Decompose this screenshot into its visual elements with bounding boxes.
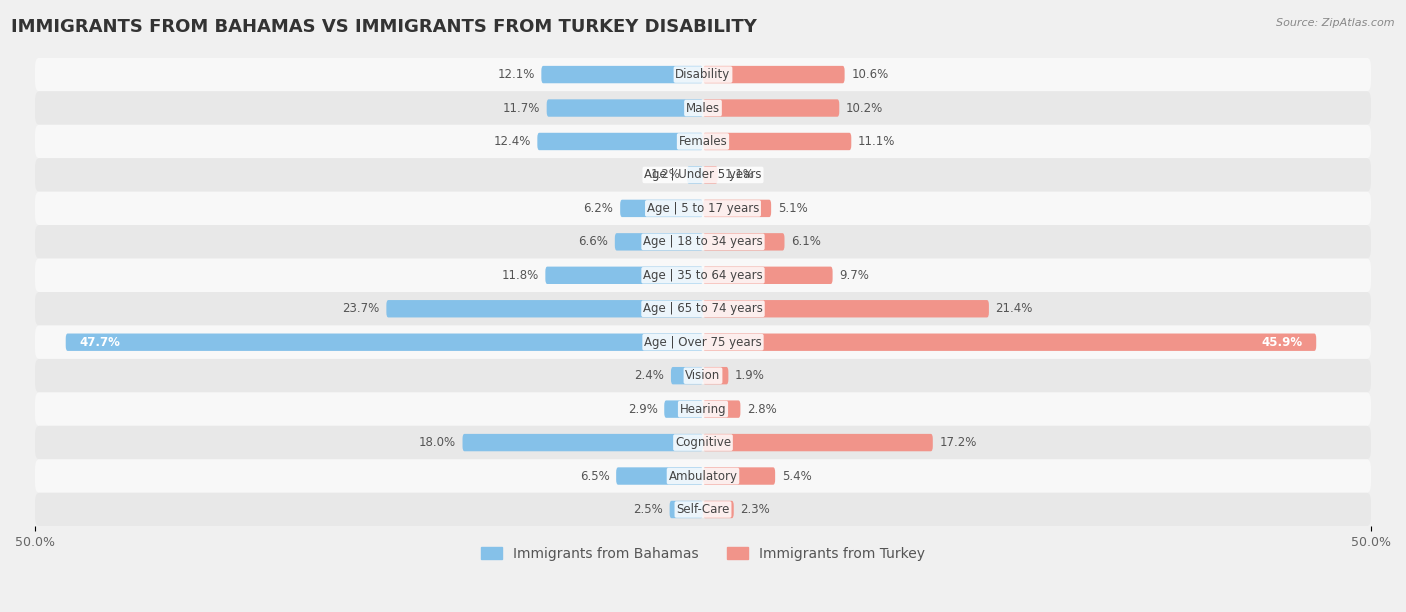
FancyBboxPatch shape [35, 292, 1371, 326]
FancyBboxPatch shape [664, 400, 703, 418]
Text: 2.4%: 2.4% [634, 369, 664, 382]
Text: 17.2%: 17.2% [939, 436, 977, 449]
Text: 10.2%: 10.2% [846, 102, 883, 114]
Text: 1.2%: 1.2% [651, 168, 681, 181]
Text: 18.0%: 18.0% [419, 436, 456, 449]
Text: 10.6%: 10.6% [851, 68, 889, 81]
FancyBboxPatch shape [671, 367, 703, 384]
Text: 2.8%: 2.8% [747, 403, 778, 416]
Text: Age | Under 5 years: Age | Under 5 years [644, 168, 762, 181]
Text: Age | 5 to 17 years: Age | 5 to 17 years [647, 202, 759, 215]
FancyBboxPatch shape [703, 133, 851, 150]
Text: 12.4%: 12.4% [494, 135, 530, 148]
Text: 12.1%: 12.1% [498, 68, 534, 81]
FancyBboxPatch shape [703, 300, 988, 318]
FancyBboxPatch shape [703, 200, 770, 217]
FancyBboxPatch shape [703, 434, 932, 451]
Text: 2.3%: 2.3% [741, 503, 770, 516]
FancyBboxPatch shape [35, 326, 1371, 359]
FancyBboxPatch shape [541, 66, 703, 83]
FancyBboxPatch shape [35, 460, 1371, 493]
FancyBboxPatch shape [537, 133, 703, 150]
Text: Vision: Vision [685, 369, 721, 382]
Text: 11.7%: 11.7% [502, 102, 540, 114]
Text: 2.9%: 2.9% [627, 403, 658, 416]
FancyBboxPatch shape [703, 468, 775, 485]
Text: 2.5%: 2.5% [633, 503, 662, 516]
Text: Females: Females [679, 135, 727, 148]
FancyBboxPatch shape [35, 392, 1371, 426]
Text: Self-Care: Self-Care [676, 503, 730, 516]
FancyBboxPatch shape [66, 334, 703, 351]
Legend: Immigrants from Bahamas, Immigrants from Turkey: Immigrants from Bahamas, Immigrants from… [475, 541, 931, 566]
Text: 47.7%: 47.7% [79, 336, 120, 349]
Text: IMMIGRANTS FROM BAHAMAS VS IMMIGRANTS FROM TURKEY DISABILITY: IMMIGRANTS FROM BAHAMAS VS IMMIGRANTS FR… [11, 18, 756, 36]
Text: 5.1%: 5.1% [778, 202, 807, 215]
Text: Males: Males [686, 102, 720, 114]
Text: 6.1%: 6.1% [792, 236, 821, 248]
Text: Ambulatory: Ambulatory [668, 469, 738, 482]
FancyBboxPatch shape [35, 58, 1371, 91]
Text: Source: ZipAtlas.com: Source: ZipAtlas.com [1277, 18, 1395, 28]
FancyBboxPatch shape [35, 125, 1371, 159]
FancyBboxPatch shape [703, 66, 845, 83]
Text: 11.8%: 11.8% [502, 269, 538, 282]
FancyBboxPatch shape [546, 267, 703, 284]
FancyBboxPatch shape [35, 159, 1371, 192]
FancyBboxPatch shape [547, 99, 703, 117]
Text: 1.1%: 1.1% [724, 168, 754, 181]
FancyBboxPatch shape [35, 359, 1371, 392]
FancyBboxPatch shape [688, 166, 703, 184]
Text: 1.9%: 1.9% [735, 369, 765, 382]
FancyBboxPatch shape [614, 233, 703, 250]
Text: Hearing: Hearing [679, 403, 727, 416]
FancyBboxPatch shape [35, 192, 1371, 225]
FancyBboxPatch shape [387, 300, 703, 318]
FancyBboxPatch shape [703, 99, 839, 117]
FancyBboxPatch shape [35, 493, 1371, 526]
FancyBboxPatch shape [620, 200, 703, 217]
FancyBboxPatch shape [35, 259, 1371, 292]
Text: 21.4%: 21.4% [995, 302, 1033, 315]
FancyBboxPatch shape [669, 501, 703, 518]
FancyBboxPatch shape [703, 400, 741, 418]
Text: 9.7%: 9.7% [839, 269, 869, 282]
Text: Age | 65 to 74 years: Age | 65 to 74 years [643, 302, 763, 315]
Text: Age | Over 75 years: Age | Over 75 years [644, 336, 762, 349]
Text: 6.6%: 6.6% [578, 236, 609, 248]
Text: 45.9%: 45.9% [1261, 336, 1303, 349]
FancyBboxPatch shape [703, 367, 728, 384]
FancyBboxPatch shape [703, 267, 832, 284]
Text: Age | 35 to 64 years: Age | 35 to 64 years [643, 269, 763, 282]
FancyBboxPatch shape [703, 334, 1316, 351]
FancyBboxPatch shape [35, 225, 1371, 259]
Text: Disability: Disability [675, 68, 731, 81]
FancyBboxPatch shape [616, 468, 703, 485]
FancyBboxPatch shape [703, 233, 785, 250]
FancyBboxPatch shape [703, 501, 734, 518]
Text: 6.5%: 6.5% [579, 469, 609, 482]
Text: 6.2%: 6.2% [583, 202, 613, 215]
FancyBboxPatch shape [463, 434, 703, 451]
FancyBboxPatch shape [703, 166, 717, 184]
Text: 11.1%: 11.1% [858, 135, 896, 148]
FancyBboxPatch shape [35, 426, 1371, 460]
Text: 5.4%: 5.4% [782, 469, 811, 482]
FancyBboxPatch shape [35, 91, 1371, 125]
Text: 23.7%: 23.7% [343, 302, 380, 315]
Text: Cognitive: Cognitive [675, 436, 731, 449]
Text: Age | 18 to 34 years: Age | 18 to 34 years [643, 236, 763, 248]
